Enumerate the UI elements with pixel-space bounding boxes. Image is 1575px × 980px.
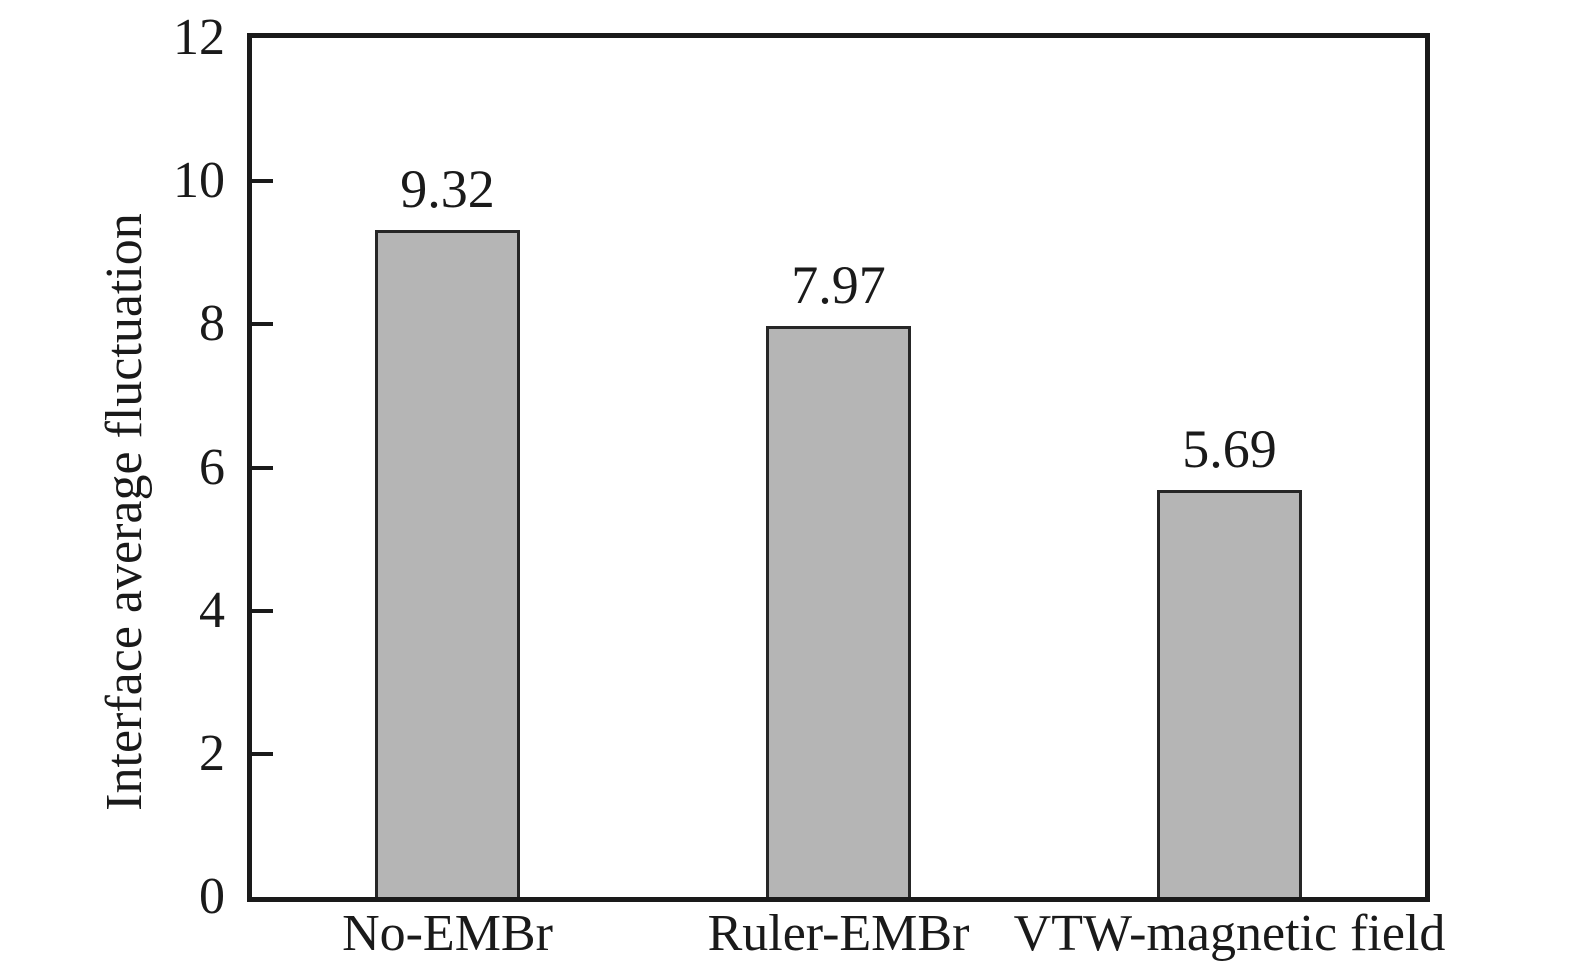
y-axis-tick xyxy=(252,179,273,184)
y-axis-tick-label: 2 xyxy=(199,724,225,782)
bar-VTW-magnetic field xyxy=(1157,489,1302,897)
bar-Ruler-EMBr xyxy=(766,326,911,897)
y-axis-tick xyxy=(252,751,273,756)
x-axis-category-label: No-EMBr xyxy=(342,905,553,962)
y-axis-tick-label: 4 xyxy=(199,581,225,639)
y-axis-tick-label: 10 xyxy=(173,152,225,210)
y-axis-tick-label: 0 xyxy=(199,868,225,925)
y-axis-tick xyxy=(252,465,273,470)
bar-value-label: 7.97 xyxy=(791,255,886,316)
bar-value-label: 5.69 xyxy=(1182,418,1277,479)
x-axis-category-label: Ruler-EMBr xyxy=(707,905,970,962)
y-axis-tick-label: 8 xyxy=(199,295,225,353)
y-axis-tick-label: 12 xyxy=(173,9,225,66)
y-axis-tick xyxy=(252,322,273,327)
y-axis-tick xyxy=(252,608,273,613)
x-axis-category-label: VTW-magnetic field xyxy=(1013,905,1446,962)
bar-value-label: 9.32 xyxy=(400,158,495,219)
y-axis-tick-label: 6 xyxy=(199,438,225,496)
bar-No-EMBr xyxy=(375,229,520,897)
plot-area: 9.32 7.97 5.69 xyxy=(247,33,1430,902)
